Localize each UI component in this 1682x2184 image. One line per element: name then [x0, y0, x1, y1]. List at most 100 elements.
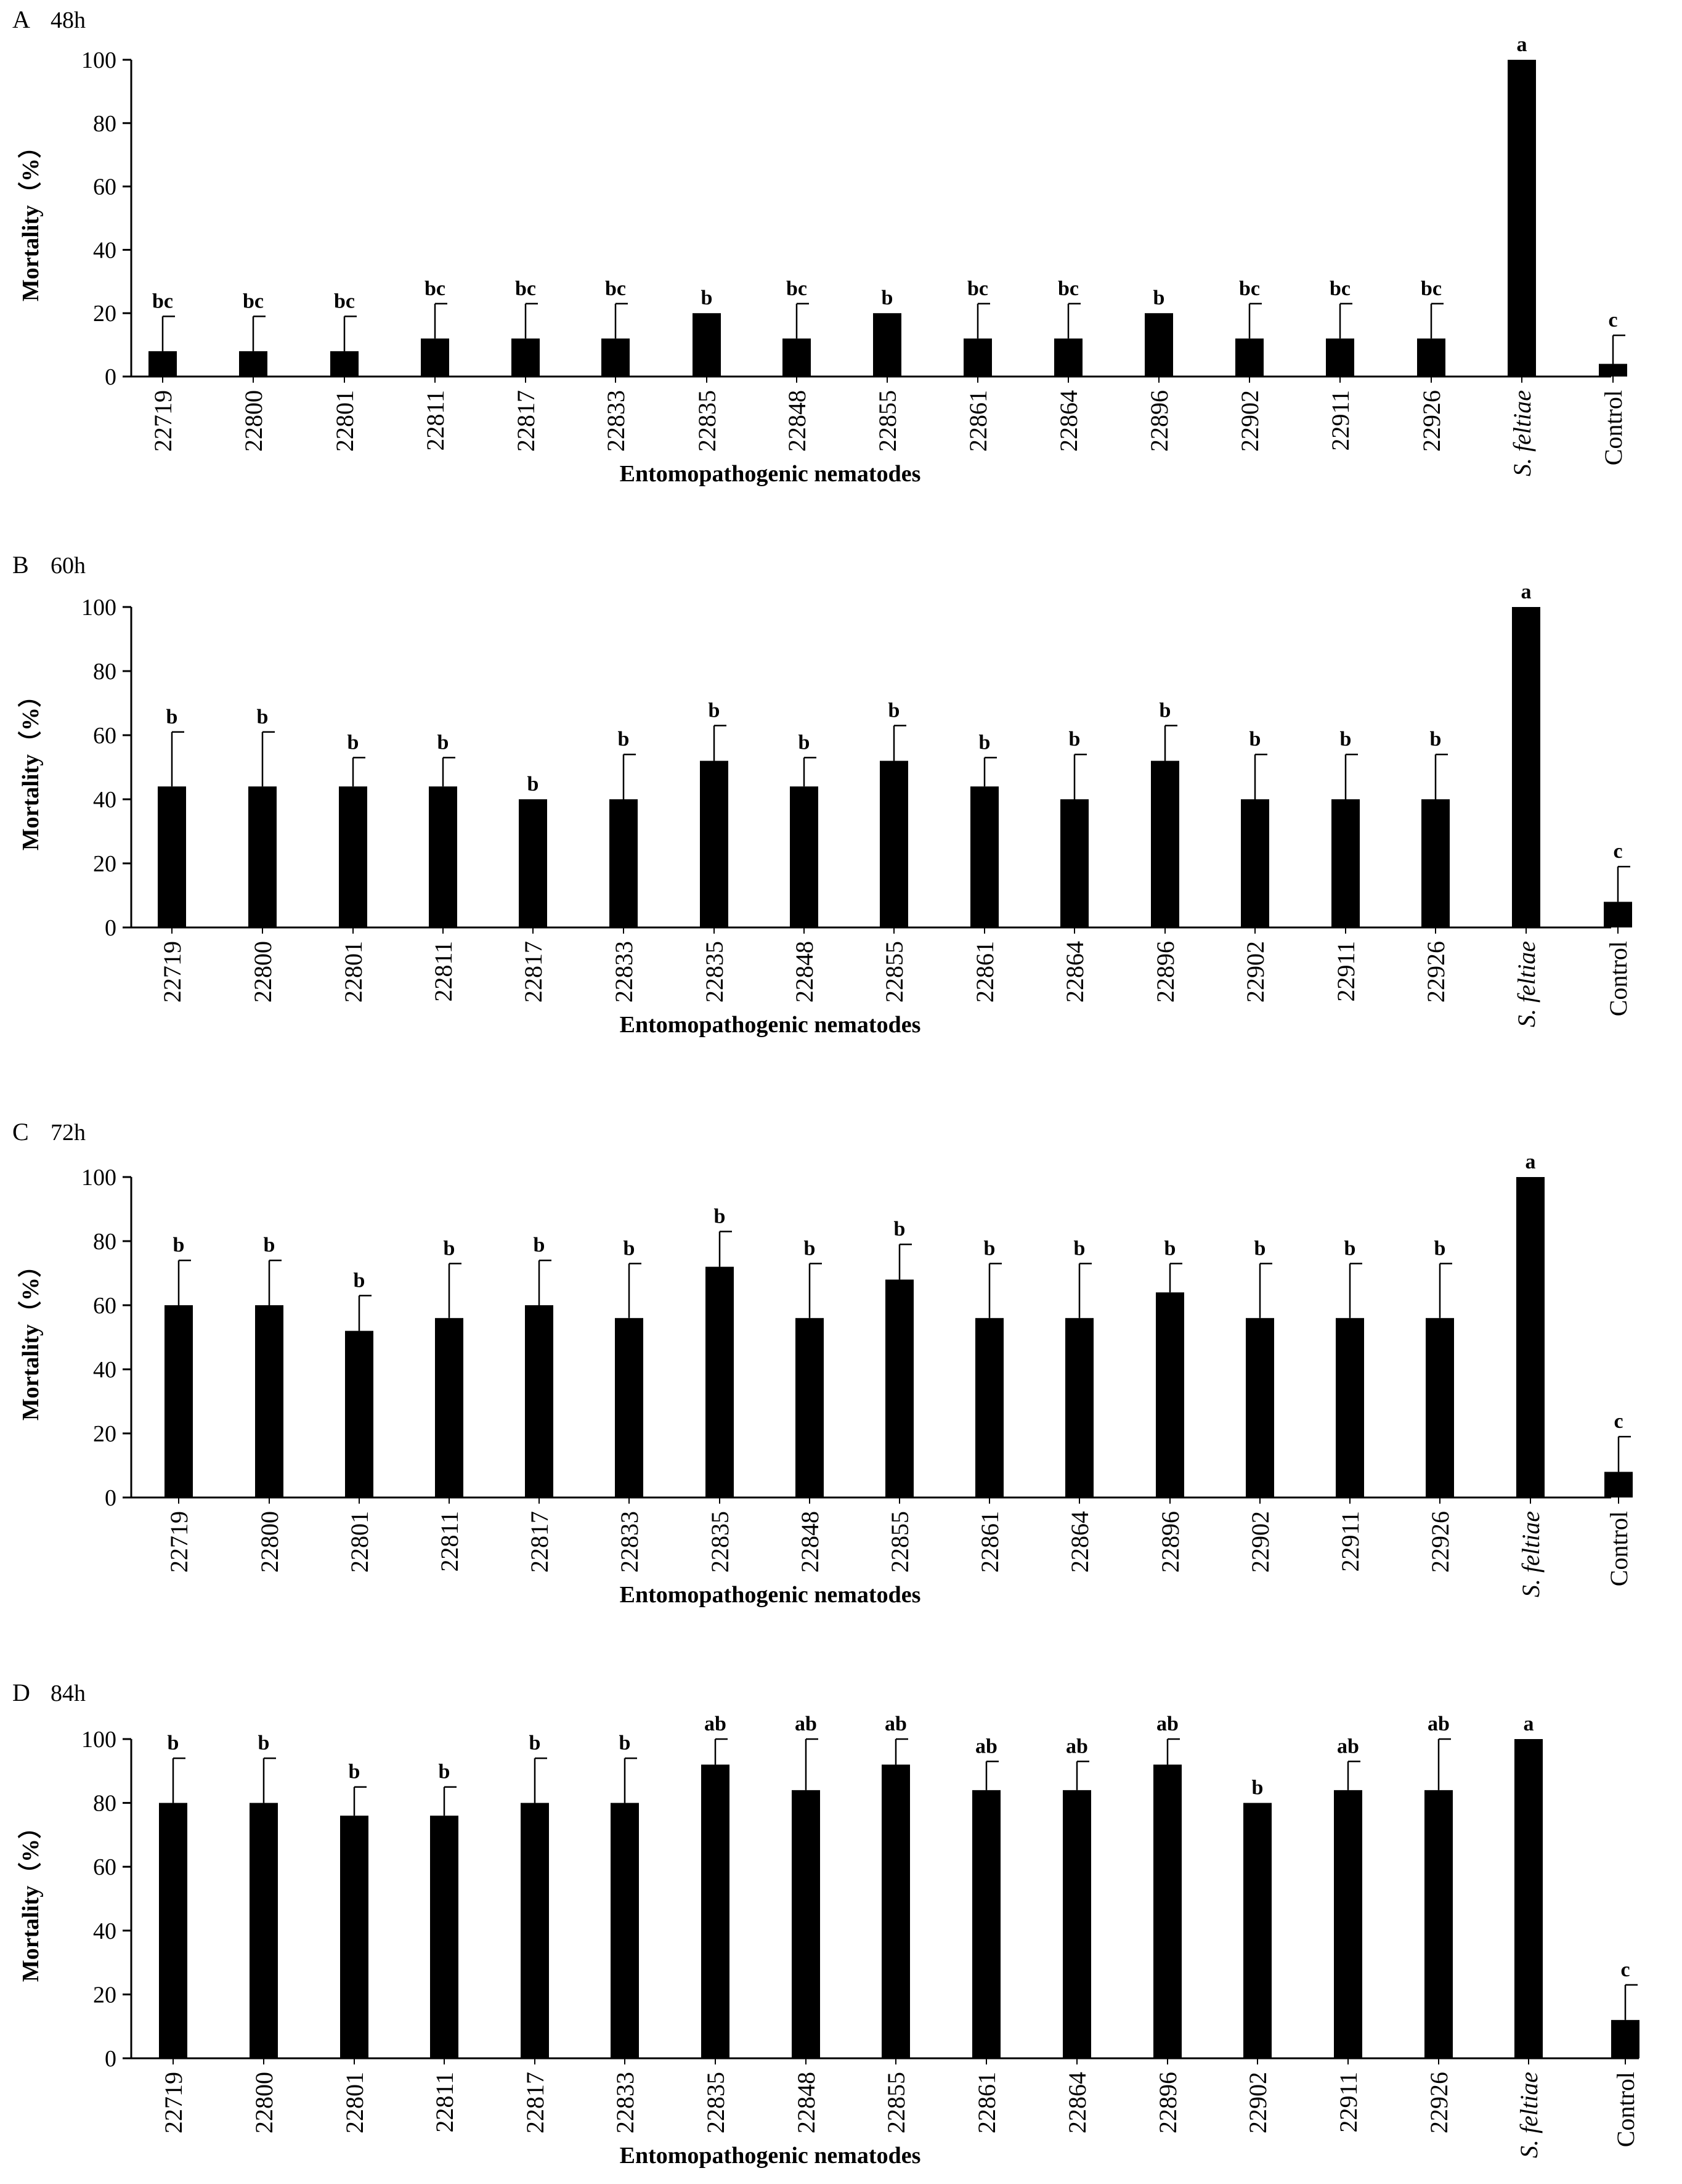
- significance-letter: b: [1164, 1237, 1176, 1260]
- significance-letter: b: [1160, 699, 1171, 722]
- x-tick-label: 22833: [616, 1511, 643, 1573]
- significance-letter: c: [1608, 309, 1617, 332]
- x-tick-label: 22833: [602, 390, 630, 452]
- y-tick-label: 100: [81, 47, 116, 73]
- significance-letter: ab: [1066, 1735, 1088, 1758]
- bar: [159, 1803, 187, 2058]
- bar: [511, 338, 540, 377]
- bar: [429, 786, 457, 927]
- bar: [165, 1305, 193, 1497]
- x-tick-label: 22864: [1061, 941, 1089, 1003]
- x-tick-label: 22811: [431, 2072, 458, 2133]
- bar: [1246, 1318, 1274, 1497]
- significance-letter: b: [624, 1237, 635, 1260]
- significance-letter: b: [1249, 728, 1261, 751]
- bar: [970, 786, 999, 927]
- significance-letter: b: [619, 1732, 631, 1754]
- y-tick-label: 80: [93, 111, 116, 137]
- bar: [1326, 338, 1354, 377]
- y-tick-label: 20: [93, 1982, 116, 2008]
- x-tick-label: 22817: [519, 941, 547, 1003]
- bar: [1151, 760, 1179, 927]
- significance-letter: bc: [152, 290, 173, 312]
- panel-time-label: 48h: [51, 7, 86, 33]
- significance-letter: b: [1069, 728, 1081, 751]
- significance-letter: b: [1340, 728, 1352, 751]
- x-tick-label: Control: [1612, 2072, 1639, 2147]
- x-tick-label: 22861: [973, 2072, 1001, 2133]
- bar: [609, 799, 638, 927]
- significance-letter: b: [168, 1732, 179, 1754]
- panel-letter: A: [12, 6, 30, 33]
- y-tick-label: 40: [93, 1918, 116, 1944]
- bar: [873, 313, 901, 377]
- y-axis-title: Mortality（%）: [18, 135, 44, 301]
- chart-panel-b: B 60h 0 20 40 60 80 100 Mortality（%） b 22719 b 22800…: [0, 545, 1682, 1088]
- chart-svg-c: C 72h 0 20 40 60 80 100 Mortality（%） b 22719 b 22800…: [12, 1118, 1633, 1608]
- y-tick-label: 80: [93, 1229, 116, 1255]
- significance-letter: bc: [967, 277, 988, 300]
- bar: [1512, 607, 1540, 927]
- bar: [1241, 799, 1269, 927]
- bar: [615, 1318, 643, 1497]
- bar: [1426, 1318, 1454, 1497]
- x-tick-label: 22719: [165, 1511, 193, 1573]
- x-tick-label: S. feltiae: [1515, 2072, 1543, 2158]
- bar: [972, 1790, 1001, 2058]
- y-tick-label: 20: [93, 851, 116, 877]
- x-tick-label: S. feltiae: [1508, 390, 1536, 476]
- x-tick-label: 22864: [1063, 2072, 1091, 2133]
- x-tick-label: 22835: [706, 1511, 734, 1573]
- y-tick-label: 60: [93, 1293, 116, 1319]
- bar: [421, 338, 449, 377]
- y-tick-label: 0: [105, 364, 116, 390]
- significance-letter: c: [1620, 1958, 1630, 1981]
- x-tick-label: 22926: [1418, 390, 1445, 452]
- bar: [792, 1790, 820, 2058]
- bar: [975, 1318, 1004, 1497]
- y-tick-label: 100: [81, 1727, 116, 1753]
- bar: [964, 338, 992, 377]
- x-tick-label: 22817: [521, 2072, 549, 2133]
- significance-letter: b: [888, 699, 900, 722]
- significance-letter: ab: [1337, 1735, 1359, 1758]
- bar: [601, 338, 630, 377]
- significance-letter: b: [444, 1237, 455, 1260]
- bar: [435, 1318, 463, 1497]
- chart-panel-a: A 48h 0 20 40 60 80 100 Mortality（%） bc 22719 bc 228…: [0, 0, 1682, 530]
- significance-letter: bc: [605, 277, 626, 300]
- significance-letter: bc: [334, 290, 355, 312]
- x-tick-label: Control: [1604, 941, 1632, 1016]
- x-tick-label: 22855: [886, 1511, 914, 1573]
- x-tick-label: 22719: [158, 941, 186, 1003]
- x-tick-label: Control: [1605, 1511, 1633, 1586]
- y-axis-title: Mortality（%）: [18, 684, 44, 850]
- x-tick-label: 22800: [250, 2072, 278, 2133]
- bar: [882, 1764, 910, 2058]
- x-tick-label: 22861: [964, 390, 992, 452]
- y-tick-label: 20: [93, 1421, 116, 1447]
- bar: [525, 1305, 553, 1497]
- x-tick-label: 22801: [346, 1511, 373, 1573]
- bar: [1599, 364, 1627, 377]
- bar: [1235, 338, 1264, 377]
- bar: [1065, 1318, 1094, 1497]
- bar: [693, 313, 721, 377]
- x-tick-label: 22855: [880, 941, 908, 1003]
- significance-letter: bc: [1239, 277, 1260, 300]
- x-tick-label: 22848: [792, 2072, 820, 2133]
- significance-letter: b: [173, 1234, 185, 1257]
- x-axis-title: Entomopathogenic nematodes: [620, 2143, 921, 2169]
- x-tick-label: 22835: [701, 941, 728, 1003]
- significance-letter: b: [618, 728, 630, 751]
- bar: [1336, 1318, 1364, 1497]
- x-axis-title: Entomopathogenic nematodes: [620, 1582, 921, 1608]
- significance-letter: c: [1614, 1410, 1623, 1433]
- x-tick-label: 22864: [1066, 1511, 1094, 1573]
- chart-svg-b: B 60h 0 20 40 60 80 100 Mortality（%） b 22719 b 22800…: [12, 551, 1632, 1038]
- significance-letter: ab: [1428, 1713, 1450, 1735]
- significance-letter: b: [714, 1205, 726, 1228]
- significance-letter: b: [257, 706, 269, 728]
- x-tick-label: 22817: [526, 1511, 553, 1573]
- bar: [1145, 313, 1173, 377]
